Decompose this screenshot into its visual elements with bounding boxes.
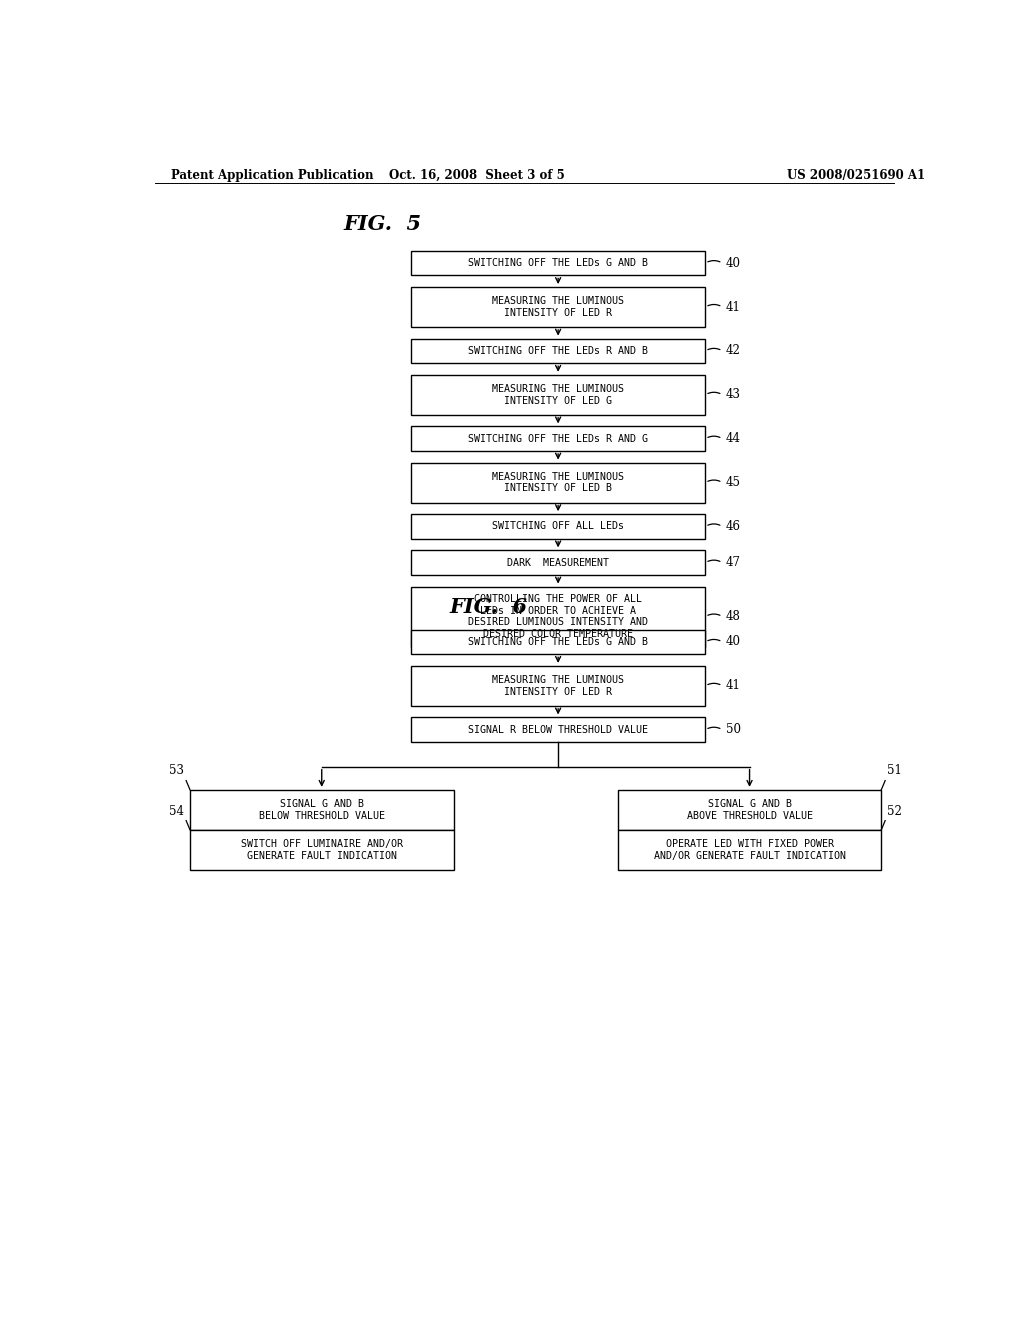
Text: 45: 45: [726, 477, 740, 490]
Text: 46: 46: [726, 520, 740, 533]
FancyBboxPatch shape: [411, 375, 706, 414]
Text: SWITCH OFF LUMINAIRE AND/OR
GENERATE FAULT INDICATION: SWITCH OFF LUMINAIRE AND/OR GENERATE FAU…: [241, 840, 402, 861]
FancyBboxPatch shape: [411, 286, 706, 327]
FancyBboxPatch shape: [411, 586, 706, 647]
FancyBboxPatch shape: [617, 789, 882, 830]
Text: FIG.  5: FIG. 5: [343, 214, 422, 234]
Text: 48: 48: [726, 610, 740, 623]
Text: SWITCHING OFF THE LEDs R AND B: SWITCHING OFF THE LEDs R AND B: [468, 346, 648, 356]
Text: 47: 47: [726, 556, 740, 569]
Text: 52: 52: [888, 804, 902, 817]
FancyBboxPatch shape: [411, 550, 706, 576]
Text: FIG.  6: FIG. 6: [450, 597, 527, 616]
Text: 43: 43: [726, 388, 740, 401]
Text: SWITCHING OFF ALL LEDs: SWITCHING OFF ALL LEDs: [493, 521, 624, 532]
Text: SIGNAL G AND B
BELOW THRESHOLD VALUE: SIGNAL G AND B BELOW THRESHOLD VALUE: [259, 799, 385, 821]
Text: MEASURING THE LUMINOUS
INTENSITY OF LED R: MEASURING THE LUMINOUS INTENSITY OF LED …: [493, 296, 624, 318]
Text: SWITCHING OFF THE LEDs G AND B: SWITCHING OFF THE LEDs G AND B: [468, 638, 648, 647]
Text: 50: 50: [726, 723, 740, 737]
Text: 44: 44: [726, 432, 740, 445]
Text: US 2008/0251690 A1: US 2008/0251690 A1: [786, 169, 925, 182]
FancyBboxPatch shape: [411, 339, 706, 363]
FancyBboxPatch shape: [411, 665, 706, 706]
Text: 42: 42: [726, 345, 740, 358]
Text: 41: 41: [726, 680, 740, 693]
FancyBboxPatch shape: [411, 515, 706, 539]
Text: Oct. 16, 2008  Sheet 3 of 5: Oct. 16, 2008 Sheet 3 of 5: [389, 169, 564, 182]
Text: 51: 51: [888, 764, 902, 777]
Text: SIGNAL G AND B
ABOVE THRESHOLD VALUE: SIGNAL G AND B ABOVE THRESHOLD VALUE: [686, 799, 813, 821]
Text: CONTROLLING THE POWER OF ALL
LEDs IN ORDER TO ACHIEVE A
DESIRED LUMINOUS INTENSI: CONTROLLING THE POWER OF ALL LEDs IN ORD…: [468, 594, 648, 639]
FancyBboxPatch shape: [411, 426, 706, 451]
Text: OPERATE LED WITH FIXED POWER
AND/OR GENERATE FAULT INDICATION: OPERATE LED WITH FIXED POWER AND/OR GENE…: [653, 840, 846, 861]
Text: 53: 53: [169, 764, 183, 777]
Text: 54: 54: [169, 804, 183, 817]
FancyBboxPatch shape: [190, 789, 454, 830]
Text: Patent Application Publication: Patent Application Publication: [171, 169, 373, 182]
Text: 40: 40: [726, 635, 740, 648]
FancyBboxPatch shape: [411, 718, 706, 742]
Text: MEASURING THE LUMINOUS
INTENSITY OF LED G: MEASURING THE LUMINOUS INTENSITY OF LED …: [493, 384, 624, 405]
FancyBboxPatch shape: [411, 251, 706, 276]
FancyBboxPatch shape: [617, 830, 882, 870]
Text: MEASURING THE LUMINOUS
INTENSITY OF LED R: MEASURING THE LUMINOUS INTENSITY OF LED …: [493, 675, 624, 697]
FancyBboxPatch shape: [411, 630, 706, 655]
Text: MEASURING THE LUMINOUS
INTENSITY OF LED B: MEASURING THE LUMINOUS INTENSITY OF LED …: [493, 471, 624, 494]
FancyBboxPatch shape: [190, 830, 454, 870]
Text: SWITCHING OFF THE LEDs G AND B: SWITCHING OFF THE LEDs G AND B: [468, 259, 648, 268]
FancyBboxPatch shape: [411, 462, 706, 503]
Text: 41: 41: [726, 301, 740, 314]
Text: DARK  MEASUREMENT: DARK MEASUREMENT: [507, 557, 609, 568]
Text: SIGNAL R BELOW THRESHOLD VALUE: SIGNAL R BELOW THRESHOLD VALUE: [468, 725, 648, 735]
Text: SWITCHING OFF THE LEDs R AND G: SWITCHING OFF THE LEDs R AND G: [468, 434, 648, 444]
Text: 40: 40: [726, 256, 740, 269]
